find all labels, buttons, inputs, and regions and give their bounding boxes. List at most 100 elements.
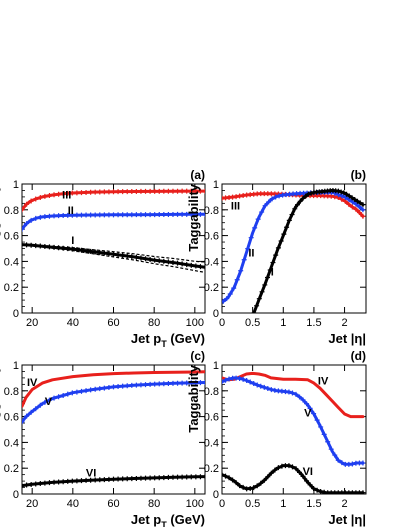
chart-0-series-I-point: [88, 248, 94, 254]
chart-3-series-V-point: [261, 384, 267, 390]
chart-0-series-II-point: [147, 212, 153, 218]
chart-3-series-V-point: [240, 376, 246, 382]
chart-3-series-VI-point: [258, 480, 264, 486]
chart-3-series-VI-point: [307, 482, 313, 488]
chart-0-series-I-point: [115, 252, 121, 258]
chart-0-series-I-point: [46, 244, 52, 250]
chart-0-series-I-point: [138, 255, 144, 261]
chart-0-series-III-point: [78, 190, 84, 196]
chart-0-series-II-point: [133, 212, 139, 218]
chart-2-series-VI-point: [37, 481, 43, 487]
chart-3-series-VI-point: [240, 484, 246, 490]
chart-3-series-V-point: [318, 424, 324, 430]
chart-0-ytick-label: 0.6: [4, 231, 19, 243]
chart-2-series-V-point: [24, 413, 30, 419]
chart-0-series-II-point: [193, 211, 199, 217]
chart-0-series-II-point: [74, 212, 80, 218]
chart-2-series-VI-point: [193, 474, 199, 480]
panel-b: 0 0.2 0.4 0.6 0.8 1 0 0.5 1 1.5 2 Taggability Jet |η…: [186, 168, 367, 346]
chart-0-series-II-point: [129, 212, 135, 218]
chart-2-series-V-point: [22, 419, 25, 425]
chart-3-series-V-point: [349, 461, 355, 467]
chart-0-series-III-point: [74, 190, 80, 196]
chart-2-series-VI-point: [33, 481, 39, 487]
chart-1-series-II-point: [259, 209, 265, 215]
chart-2-series-VI-point: [65, 478, 71, 484]
chart-0-series-I-point: [106, 251, 112, 257]
chart-0-series-III-point: [42, 193, 48, 199]
chart-2-xtick-label: 40: [67, 498, 79, 510]
chart-2-series-V-point: [97, 386, 103, 392]
chart-3-ytick-label: 0.6: [204, 412, 219, 424]
chart-0-series-II-point: [156, 212, 162, 218]
chart-0-series-I-point: [24, 242, 30, 248]
chart-1-series-II-point: [353, 201, 359, 207]
chart-1-series-I-label: I: [271, 267, 274, 279]
chart-1-frame: [221, 183, 367, 314]
chart-0-series-II-point: [78, 212, 84, 218]
chart-0-xlabel: Jet pT (GeV): [131, 331, 205, 349]
chart-3-series-VI-point: [233, 480, 239, 486]
chart-1-series-II-point: [227, 291, 233, 297]
chart-2-series-VI-point: [133, 475, 139, 481]
chart-1-plot-area: [222, 188, 366, 313]
chart-0-xtick-label: 80: [148, 317, 160, 329]
chart-0-series-III-point: [202, 188, 205, 194]
chart-2-series-V-point: [74, 389, 80, 395]
chart-2-series-V-point: [115, 384, 121, 390]
chart-1-series-II-point: [255, 216, 261, 222]
chart-0-series-I-point: [197, 264, 203, 270]
chart-1-series-I-point: [349, 195, 355, 201]
chart-3-series-V-point: [289, 390, 295, 396]
chart-3-xtick-label: 0: [219, 498, 225, 510]
chart-0-series-II-point: [143, 212, 149, 218]
chart-2-series-VI-point: [202, 474, 205, 480]
chart-3-series-VI-point: [286, 463, 292, 469]
chart-2-series-VI-point: [161, 475, 167, 481]
chart-3-series-V-point: [307, 405, 313, 411]
chart-3-series-VI-point: [360, 490, 366, 494]
chart-0-series-II-point: [60, 212, 66, 218]
chart-2-series-VI-point: [170, 474, 176, 480]
chart-2-series-V-label: V: [45, 396, 53, 408]
chart-1-series-I-point: [354, 198, 360, 204]
chart-2-series-V-point: [165, 381, 171, 387]
chart-0-series-II-point: [188, 211, 194, 217]
chart-1-series-II-point: [276, 193, 282, 199]
chart-2-series-V-point: [69, 390, 75, 396]
chart-3-ytick-label: 0.2: [204, 463, 219, 475]
chart-0-series-II-point: [22, 226, 25, 232]
chart-1-series-I-point: [278, 238, 284, 244]
chart-0-series-III-point: [138, 188, 144, 194]
chart-1-series-I-point: [308, 190, 314, 196]
chart-1-series-I-point: [270, 260, 276, 266]
chart-1-ytick-label: 0: [213, 308, 219, 320]
chart-0-series-I-point: [175, 260, 181, 266]
chart-3-series-VI-point: [251, 485, 257, 491]
chart-3-series-V-point: [297, 394, 303, 400]
chart-3-series-VI-point: [318, 489, 324, 494]
chart-0-series-II-point: [83, 212, 89, 218]
chart-2-ylabel: Taggability: [0, 364, 1, 432]
chart-3-series-V-point: [286, 389, 292, 395]
chart-0-series-I-point: [92, 249, 98, 255]
chart-1-series-I-point: [297, 198, 303, 204]
chart-1-series-II-point: [339, 193, 345, 199]
chart-3-xtick-label: 0.5: [245, 498, 260, 510]
chart-1-series-II-point: [356, 204, 362, 210]
chart-2-series-VI-point: [152, 475, 158, 481]
chart-2-series-VI-point: [129, 476, 135, 482]
chart-0-series-I-band-upper: [22, 244, 205, 263]
chart-2-xlabel: Jet pT (GeV): [131, 512, 205, 527]
chart-3-series-V-point: [311, 411, 317, 417]
chart-3-plot-area: [222, 371, 366, 494]
chart-0-ylabel: Taggability: [0, 183, 1, 251]
chart-0-series-II-point: [24, 221, 30, 227]
chart-3-series-VI-point: [275, 465, 281, 471]
chart-0-series-II-point: [165, 211, 171, 217]
chart-3-series-VI-point: [223, 473, 229, 479]
chart-0-series-III-point: [88, 189, 94, 195]
chart-0-series-III-point: [56, 191, 62, 197]
chart-0-series-I-point: [51, 244, 57, 250]
chart-2-series-V-point: [51, 395, 57, 401]
